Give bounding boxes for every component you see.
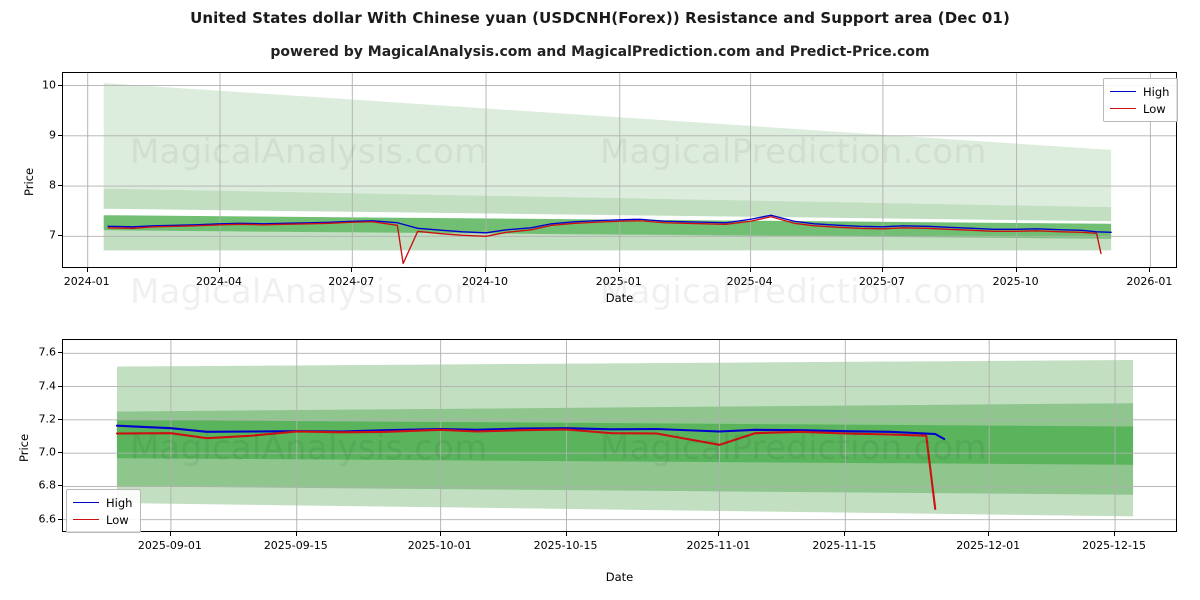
x-tickmark (718, 532, 720, 536)
x-tick-label: 2024-01 (63, 275, 110, 288)
zoom-legend[interactable]: High Low (66, 489, 142, 533)
x-tickmark (439, 532, 441, 536)
chart-panel-overview (62, 72, 1177, 268)
x-tickmark (1114, 532, 1116, 536)
legend-row-low[interactable]: Low (1110, 100, 1169, 117)
page-subtitle: powered by MagicalAnalysis.com and Magic… (270, 44, 930, 60)
overview-legend[interactable]: High Low (1103, 78, 1179, 122)
plot-area-overview (62, 72, 1177, 268)
x-tickmark (219, 268, 220, 272)
y-tickmark (58, 235, 62, 237)
legend-swatch-high-icon (1110, 91, 1136, 92)
x-tickmark (844, 532, 846, 536)
x-tickmark (749, 268, 751, 272)
y-tick-label: 9 (49, 128, 56, 142)
overview-ylabel: Price (22, 167, 36, 196)
x-tickmark (485, 268, 487, 272)
x-tick-label: 2025-12-01 (956, 539, 1021, 552)
x-tickmark (881, 268, 883, 272)
x-tickmark (1015, 268, 1017, 272)
x-tick-label: 2024-10 (462, 275, 509, 288)
x-tickmark (618, 268, 620, 272)
x-tickmark (295, 532, 297, 536)
chart-panel-zoom (62, 339, 1177, 532)
legend-swatch-high-icon (73, 502, 99, 503)
x-tickmark (86, 268, 88, 272)
y-tick-label: 6.6 (38, 512, 57, 526)
x-tick-label: 2025-12-15 (1082, 539, 1147, 552)
overview-plot-svg (63, 73, 1176, 267)
legend-label-low-zoom: Low (106, 512, 129, 527)
x-tickmark (1149, 268, 1151, 272)
legend-label-high-zoom: High (106, 495, 133, 510)
x-tickmark (988, 532, 990, 536)
y-tick-label: 7 (49, 228, 56, 242)
legend-label-low: Low (1143, 101, 1166, 116)
legend-row-low-zoom[interactable]: Low (73, 511, 132, 528)
x-tick-label: 2025-07 (858, 275, 905, 288)
series-line-low (107, 216, 1102, 265)
x-tick-label: 2025-10 (992, 275, 1039, 288)
x-tick-label: 2025-10-15 (533, 539, 598, 552)
y-tickmark (58, 518, 62, 520)
page-title: United States dollar With Chinese yuan (… (190, 9, 1010, 27)
x-tickmark (351, 268, 353, 272)
band-mid-resistance (103, 188, 1112, 222)
y-tickmark (58, 485, 62, 487)
x-tick-label: 2024-07 (328, 275, 375, 288)
legend-row-high-zoom[interactable]: High (73, 494, 132, 511)
legend-row-high[interactable]: High (1110, 83, 1169, 100)
y-tick-label: 6.8 (38, 478, 57, 492)
y-tickmark (58, 134, 62, 136)
y-tick-label: 7.4 (38, 379, 57, 393)
x-tick-label: 2025-09-15 (263, 539, 328, 552)
x-tick-label: 2025-01 (595, 275, 642, 288)
band-outer-resistance (103, 83, 1112, 208)
y-tickmark (58, 352, 62, 354)
x-tickmark (169, 532, 171, 536)
series-line-low (115, 428, 937, 510)
y-tick-label: 8 (49, 178, 56, 192)
x-tick-label: 2025-11-01 (686, 539, 751, 552)
zoom-plot-svg (63, 340, 1176, 531)
x-tick-label: 2025-10-01 (407, 539, 472, 552)
x-tick-label: 2025-04 (726, 275, 773, 288)
x-tick-label: 2025-09-01 (137, 539, 202, 552)
zoom-ylabel: Price (17, 433, 31, 462)
x-tickmark (565, 532, 567, 536)
series-line-high (115, 424, 946, 441)
x-tick-label: 2026-01 (1126, 275, 1173, 288)
y-tick-label: 7.6 (38, 345, 57, 359)
x-tick-label: 2024-04 (196, 275, 242, 288)
overview-xlabel: Date (605, 291, 634, 305)
legend-label-high: High (1143, 84, 1170, 99)
band-core-band (116, 419, 1134, 465)
y-tickmark (58, 385, 62, 387)
band-support-band (103, 230, 1112, 251)
legend-swatch-low-icon (1110, 108, 1136, 109)
series-line-high (107, 214, 1112, 234)
y-tickmark (58, 452, 62, 454)
y-tick-label: 7.2 (38, 412, 57, 426)
y-tickmark (58, 84, 62, 86)
plot-area-zoom (62, 339, 1177, 532)
y-tick-label: 10 (42, 78, 56, 92)
y-tickmark (58, 418, 62, 420)
y-tickmark (58, 185, 62, 187)
y-tick-label: 7.0 (38, 445, 57, 459)
x-tick-label: 2025-11-15 (812, 539, 877, 552)
legend-swatch-low-icon (73, 519, 99, 520)
zoom-xlabel: Date (605, 570, 634, 584)
